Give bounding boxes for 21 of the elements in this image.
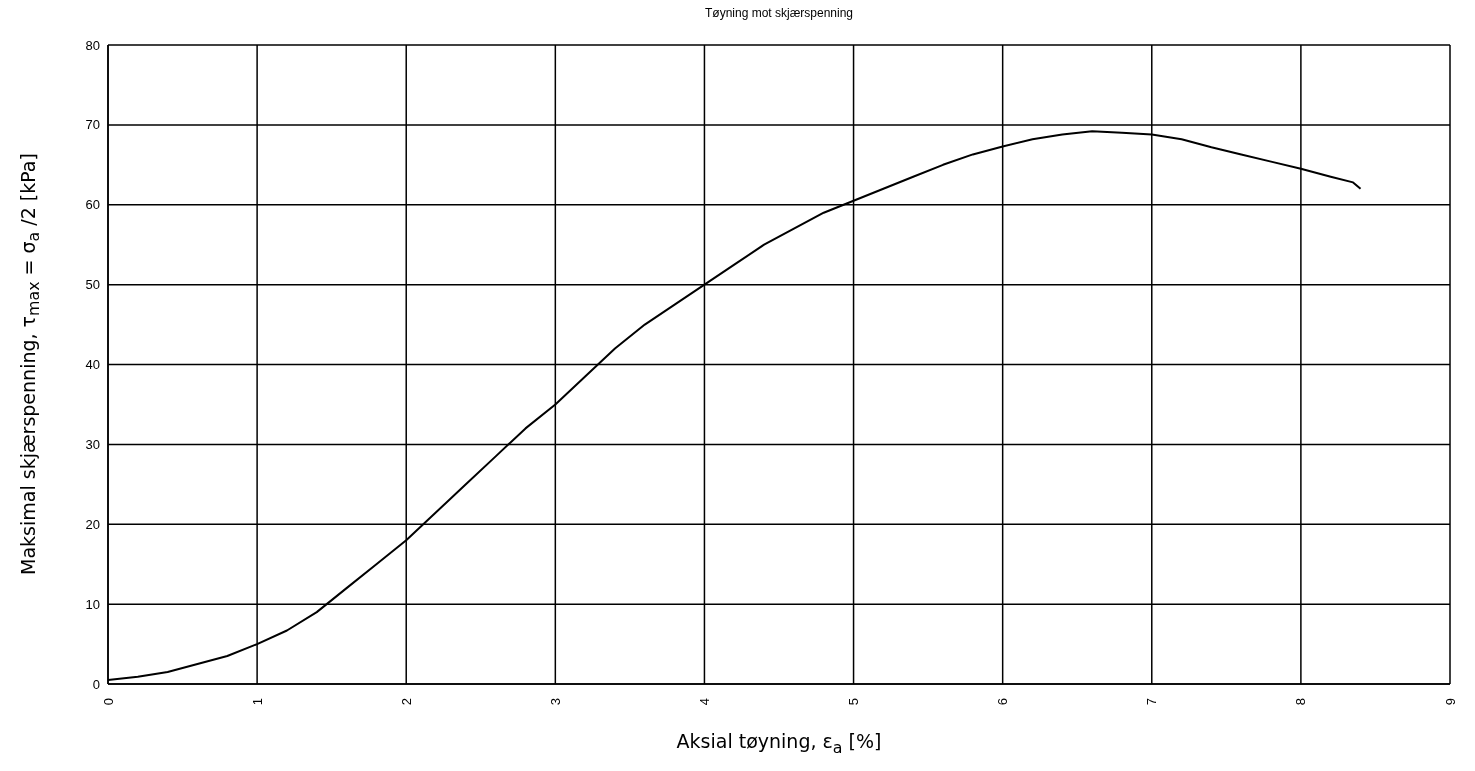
x-tick-label: 4 (696, 698, 712, 706)
y-tick-label: 50 (85, 277, 100, 293)
y-tick-label: 70 (85, 117, 100, 133)
x-tick-label: 7 (1144, 698, 1160, 706)
y-tick-label: 10 (85, 596, 100, 612)
y-tick-label: 80 (85, 37, 100, 53)
x-tick-label: 6 (995, 698, 1011, 706)
x-tick-label: 3 (547, 698, 563, 706)
y-tick-label: 40 (85, 357, 100, 373)
x-tick-label: 9 (1442, 698, 1458, 706)
y-tick-label: 60 (85, 197, 100, 213)
x-tick-label: 0 (100, 698, 116, 706)
x-tick-label: 5 (846, 698, 862, 706)
x-axis-title: Aksial tøyning, ε$_{a}$ [%] (675, 730, 883, 757)
x-tick-label: 2 (398, 698, 414, 706)
y-tick-label: 0 (92, 676, 100, 692)
y-tick-label: 30 (85, 436, 100, 452)
y-tick-label: 20 (85, 516, 100, 532)
x-tick-label: 8 (1293, 698, 1309, 706)
x-tick-label: 1 (249, 698, 265, 706)
chart-title: Tøyning mot skjærspenning (703, 6, 855, 20)
